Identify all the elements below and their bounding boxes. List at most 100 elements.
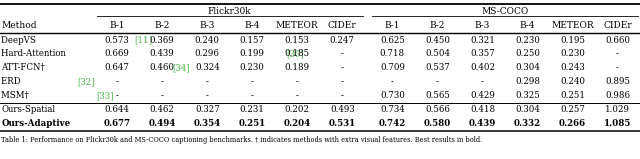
Text: 0.199: 0.199 bbox=[240, 49, 265, 59]
Text: -: - bbox=[116, 91, 118, 100]
Text: 0.537: 0.537 bbox=[425, 63, 450, 72]
Text: 0.240: 0.240 bbox=[560, 77, 585, 86]
Text: 0.230: 0.230 bbox=[515, 36, 540, 45]
Text: Method: Method bbox=[1, 21, 36, 30]
Text: METEOR: METEOR bbox=[551, 21, 594, 30]
Text: Ours-Adaptive: Ours-Adaptive bbox=[1, 119, 70, 128]
Text: 0.439: 0.439 bbox=[469, 119, 496, 128]
Text: 0.462: 0.462 bbox=[150, 105, 175, 114]
Text: 0.251: 0.251 bbox=[239, 119, 266, 128]
Text: 0.742: 0.742 bbox=[379, 119, 406, 128]
Text: 0.531: 0.531 bbox=[329, 119, 356, 128]
Text: 0.644: 0.644 bbox=[105, 105, 130, 114]
Text: 0.250: 0.250 bbox=[515, 49, 540, 59]
Text: 0.185: 0.185 bbox=[285, 49, 310, 59]
Text: 0.332: 0.332 bbox=[514, 119, 541, 128]
Text: -: - bbox=[206, 91, 209, 100]
Text: 0.565: 0.565 bbox=[425, 91, 450, 100]
Text: -: - bbox=[296, 91, 299, 100]
Text: -: - bbox=[391, 77, 394, 86]
Text: -: - bbox=[616, 63, 619, 72]
Text: 0.202: 0.202 bbox=[285, 105, 310, 114]
Text: 0.439: 0.439 bbox=[150, 49, 175, 59]
Text: B-2: B-2 bbox=[154, 21, 170, 30]
Text: B-4: B-4 bbox=[520, 21, 535, 30]
Text: Hard-Attention: Hard-Attention bbox=[1, 49, 69, 59]
Text: 0.718: 0.718 bbox=[380, 49, 405, 59]
Text: 0.257: 0.257 bbox=[560, 105, 585, 114]
Text: 0.324: 0.324 bbox=[195, 63, 220, 72]
Text: 0.327: 0.327 bbox=[195, 105, 220, 114]
Text: B-1: B-1 bbox=[385, 21, 400, 30]
Text: 0.402: 0.402 bbox=[470, 63, 495, 72]
Text: 0.325: 0.325 bbox=[515, 91, 540, 100]
Text: B-1: B-1 bbox=[109, 21, 125, 30]
Text: B-3: B-3 bbox=[200, 21, 215, 30]
Text: Table 1: Performance on Flickr30k and MS-COCO captioning benchmarks. † indicates: Table 1: Performance on Flickr30k and MS… bbox=[1, 136, 483, 144]
Text: 0.304: 0.304 bbox=[515, 63, 540, 72]
Text: 0.266: 0.266 bbox=[559, 119, 586, 128]
Text: -: - bbox=[616, 49, 619, 59]
Text: 0.189: 0.189 bbox=[285, 63, 310, 72]
Text: CIDEr: CIDEr bbox=[328, 21, 356, 30]
Text: -: - bbox=[341, 77, 344, 86]
Text: B-4: B-4 bbox=[244, 21, 260, 30]
Text: 0.734: 0.734 bbox=[380, 105, 405, 114]
Text: 0.231: 0.231 bbox=[240, 105, 265, 114]
Text: [33]: [33] bbox=[96, 91, 114, 100]
Text: METEOR: METEOR bbox=[276, 21, 319, 30]
Text: -: - bbox=[161, 91, 164, 100]
Text: 0.677: 0.677 bbox=[104, 119, 131, 128]
Text: ATT-FCN†: ATT-FCN† bbox=[1, 63, 48, 72]
Text: B-3: B-3 bbox=[475, 21, 490, 30]
Text: 0.230: 0.230 bbox=[560, 49, 585, 59]
Text: -: - bbox=[251, 91, 253, 100]
Text: 0.153: 0.153 bbox=[285, 36, 310, 45]
Text: 0.429: 0.429 bbox=[470, 91, 495, 100]
Text: -: - bbox=[341, 49, 344, 59]
Text: 0.418: 0.418 bbox=[470, 105, 495, 114]
Text: 0.573: 0.573 bbox=[105, 36, 130, 45]
Text: MS-COCO: MS-COCO bbox=[481, 7, 529, 16]
Text: 0.504: 0.504 bbox=[425, 49, 450, 59]
Text: Flickr30k: Flickr30k bbox=[208, 7, 252, 16]
Text: -: - bbox=[251, 77, 253, 86]
Text: 0.240: 0.240 bbox=[195, 36, 220, 45]
Text: B-2: B-2 bbox=[429, 21, 445, 30]
Text: 1.085: 1.085 bbox=[604, 119, 631, 128]
Text: 0.230: 0.230 bbox=[240, 63, 265, 72]
Text: 0.296: 0.296 bbox=[195, 49, 220, 59]
Text: -: - bbox=[206, 77, 209, 86]
Text: 1.029: 1.029 bbox=[605, 105, 630, 114]
Text: [32]: [32] bbox=[77, 77, 95, 86]
Text: [11]: [11] bbox=[134, 36, 152, 45]
Text: -: - bbox=[296, 77, 299, 86]
Text: 0.660: 0.660 bbox=[605, 36, 630, 45]
Text: 0.625: 0.625 bbox=[380, 36, 405, 45]
Text: 0.647: 0.647 bbox=[105, 63, 130, 72]
Text: 0.369: 0.369 bbox=[150, 36, 175, 45]
Text: 0.204: 0.204 bbox=[284, 119, 311, 128]
Text: [30]: [30] bbox=[286, 49, 304, 59]
Text: 0.354: 0.354 bbox=[194, 119, 221, 128]
Text: ERD: ERD bbox=[1, 77, 24, 86]
Text: DeepVS: DeepVS bbox=[1, 36, 39, 45]
Text: -: - bbox=[161, 77, 164, 86]
Text: -: - bbox=[436, 77, 439, 86]
Text: 0.669: 0.669 bbox=[105, 49, 130, 59]
Text: 0.247: 0.247 bbox=[330, 36, 355, 45]
Text: 0.157: 0.157 bbox=[240, 36, 265, 45]
Text: -: - bbox=[341, 63, 344, 72]
Text: 0.493: 0.493 bbox=[330, 105, 355, 114]
Text: 0.321: 0.321 bbox=[470, 36, 495, 45]
Text: 0.357: 0.357 bbox=[470, 49, 495, 59]
Text: -: - bbox=[116, 77, 118, 86]
Text: 0.986: 0.986 bbox=[605, 91, 630, 100]
Text: 0.566: 0.566 bbox=[425, 105, 450, 114]
Text: [34]: [34] bbox=[172, 63, 189, 72]
Text: 0.298: 0.298 bbox=[515, 77, 540, 86]
Text: 0.895: 0.895 bbox=[605, 77, 630, 86]
Text: 0.243: 0.243 bbox=[560, 63, 585, 72]
Text: 0.494: 0.494 bbox=[148, 119, 176, 128]
Text: -: - bbox=[341, 91, 344, 100]
